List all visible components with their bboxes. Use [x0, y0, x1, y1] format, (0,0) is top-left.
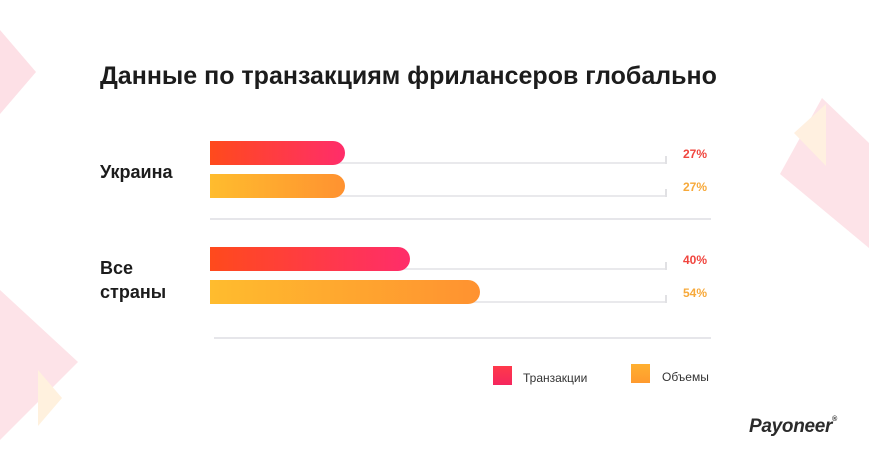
- bar-track: [210, 195, 665, 197]
- chart-title: Данные по транзакциям фрилансеров глобал…: [100, 62, 717, 90]
- bar-track: [210, 162, 665, 164]
- decor-top-left: [0, 30, 36, 114]
- bar-track: [210, 268, 665, 270]
- data-label: 40%: [683, 253, 708, 267]
- category-label: Все страны: [100, 256, 166, 304]
- decor-bottom-left: [0, 290, 78, 440]
- bar-volumes: [210, 174, 345, 198]
- legend-label-transactions: Транзакции: [523, 371, 588, 385]
- bar-transactions: [210, 247, 410, 271]
- data-label: 54%: [683, 286, 708, 300]
- bar-track-end: [665, 262, 667, 270]
- category-label-line: Все: [100, 258, 134, 278]
- category-label-line: Украина: [100, 162, 173, 182]
- decor-right: [780, 98, 869, 248]
- legend-swatch-volumes: [631, 364, 650, 383]
- legend-swatch-transactions: [493, 366, 512, 385]
- bar-track-end: [665, 295, 667, 303]
- bar-track-end: [665, 189, 667, 197]
- payoneer-logo: Payoneer®: [749, 416, 837, 438]
- category-label-line: страны: [100, 282, 167, 302]
- bar-volumes: [210, 280, 480, 304]
- baseline-line: [214, 337, 711, 339]
- logo-text: Payoneer: [749, 416, 833, 437]
- data-label: 27%: [683, 180, 708, 194]
- bar-transactions: [210, 141, 345, 165]
- data-label: 27%: [683, 147, 708, 161]
- separator-line: [210, 218, 711, 220]
- bar-track-end: [665, 156, 667, 164]
- category-label: Украина: [100, 160, 172, 184]
- logo-trademark: ®: [832, 416, 838, 423]
- legend-label-volumes: Объемы: [662, 370, 709, 384]
